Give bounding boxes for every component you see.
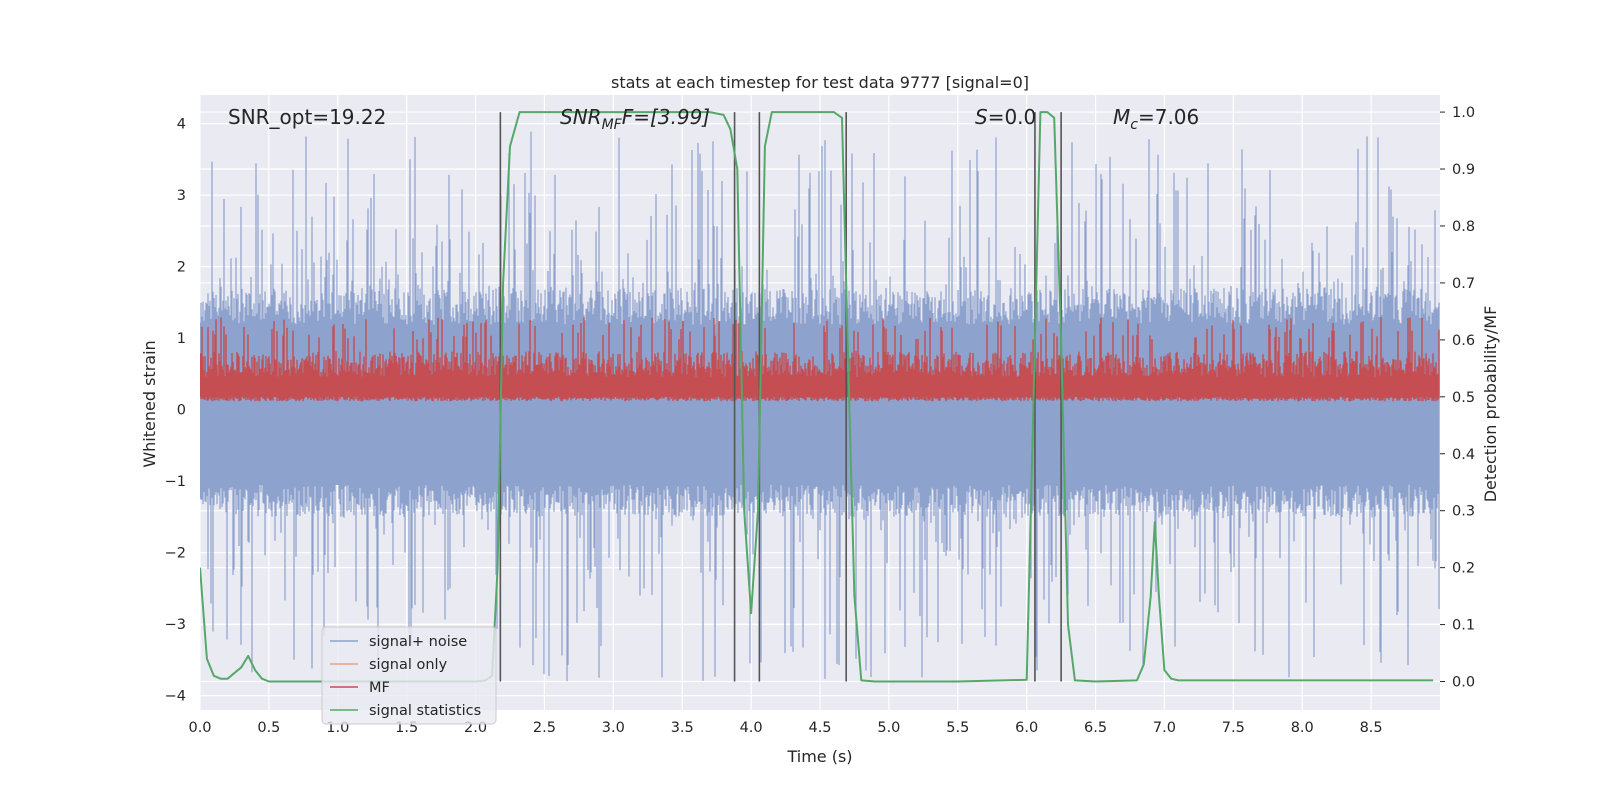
mc-value: =7.06: [1138, 105, 1199, 129]
x-tick-label: 0.0: [188, 720, 211, 736]
y-right-axis-label: Detection probability/MF: [1481, 306, 1500, 503]
snr-mf-annotation: SNRMFF=[3.99]: [560, 105, 710, 133]
y-right-tick-label: 0.2: [1452, 561, 1475, 577]
y-right-tick-label: 0.4: [1452, 447, 1475, 463]
mc-sub: c: [1130, 117, 1138, 133]
legend-label-signal-statistics: signal statistics: [369, 703, 481, 719]
x-tick-label: 5.0: [877, 720, 900, 736]
x-tick-label: 3.0: [602, 720, 625, 736]
snr-mf-value: F=[3.99]: [622, 105, 710, 129]
mc-main: M: [1113, 105, 1130, 129]
chart-title: stats at each timestep for test data 977…: [611, 73, 1029, 92]
x-tick-label: 7.5: [1222, 720, 1245, 736]
mc-annotation: Mc=7.06: [1113, 105, 1199, 133]
signal-statistics-line: [200, 111, 1434, 683]
x-tick-label: 8.5: [1360, 720, 1383, 736]
s-annotation: S=0.0: [975, 105, 1036, 129]
signal-statistics-series: [200, 111, 1434, 683]
x-tick-label: 6.0: [1015, 720, 1038, 736]
legend-label-mf: MF: [369, 680, 390, 696]
x-tick-label: 4.5: [808, 720, 831, 736]
y-tick-label: 0: [177, 403, 186, 419]
y-right-tick-label: 0.3: [1452, 504, 1475, 520]
y-right-tick-label: 0.6: [1452, 333, 1475, 349]
snr-opt-annotation: SNR_opt=19.22: [228, 105, 386, 129]
snr-mf-main: SNR: [560, 105, 602, 129]
x-tick-label: 3.5: [671, 720, 694, 736]
y-tick-label: −3: [165, 617, 186, 633]
legend-box: [321, 626, 497, 725]
legend-label-signal-only: signal only: [369, 657, 448, 673]
y-tick-label: 1: [177, 331, 186, 347]
x-axis-ticks: 0.0 0.5 1.0 1.5 2.0 2.5 3.0 3.5 4.0 4.5 5.0 5.5 6.0 6…: [188, 720, 1382, 736]
y-right-tick-label: 0.5: [1452, 390, 1475, 406]
x-tick-label: 4.0: [740, 720, 763, 736]
y-tick-label: −1: [165, 474, 186, 490]
y-right-tick-label: 0.7: [1452, 276, 1475, 292]
y-right-tick-label: 1.0: [1452, 105, 1475, 121]
y-tick-label: −4: [165, 689, 186, 705]
x-tick-label: 5.5: [946, 720, 969, 736]
snr-mf-sub: MF: [602, 117, 623, 133]
x-axis-label: Time (s): [786, 747, 852, 766]
legend: signal+ noise signal only MF signal stat…: [321, 626, 497, 725]
legend-label-signal-noise: signal+ noise: [369, 634, 467, 650]
y-right-axis-ticks: 1.0 0.9 0.8 0.7 0.6 0.5 0.4 0.3 0.2 0.1 0.0: [1440, 105, 1475, 691]
mf-series: [200, 317, 1440, 402]
y-tick-label: −2: [165, 546, 186, 562]
x-tick-label: 6.5: [1084, 720, 1107, 736]
y-tick-label: 2: [177, 260, 186, 276]
y-tick-label: 3: [177, 188, 186, 204]
x-tick-label: 7.0: [1153, 720, 1176, 736]
mf-line: [200, 317, 1440, 402]
y-right-tick-label: 0.9: [1452, 162, 1475, 178]
x-tick-label: 8.0: [1291, 720, 1314, 736]
y-axis-ticks: 4 3 2 1 0 −1 −2 −3 −4: [165, 117, 186, 705]
x-tick-label: 0.5: [257, 720, 280, 736]
y-axis-label: Whitened strain: [140, 340, 159, 467]
y-right-tick-label: 0.8: [1452, 219, 1475, 235]
y-tick-label: 4: [177, 117, 186, 133]
s-value: =0.0: [988, 105, 1037, 129]
x-tick-label: 2.5: [533, 720, 556, 736]
y-right-tick-label: 0.0: [1452, 675, 1475, 691]
s-main: S: [975, 105, 988, 129]
y-right-tick-label: 0.1: [1452, 618, 1475, 634]
